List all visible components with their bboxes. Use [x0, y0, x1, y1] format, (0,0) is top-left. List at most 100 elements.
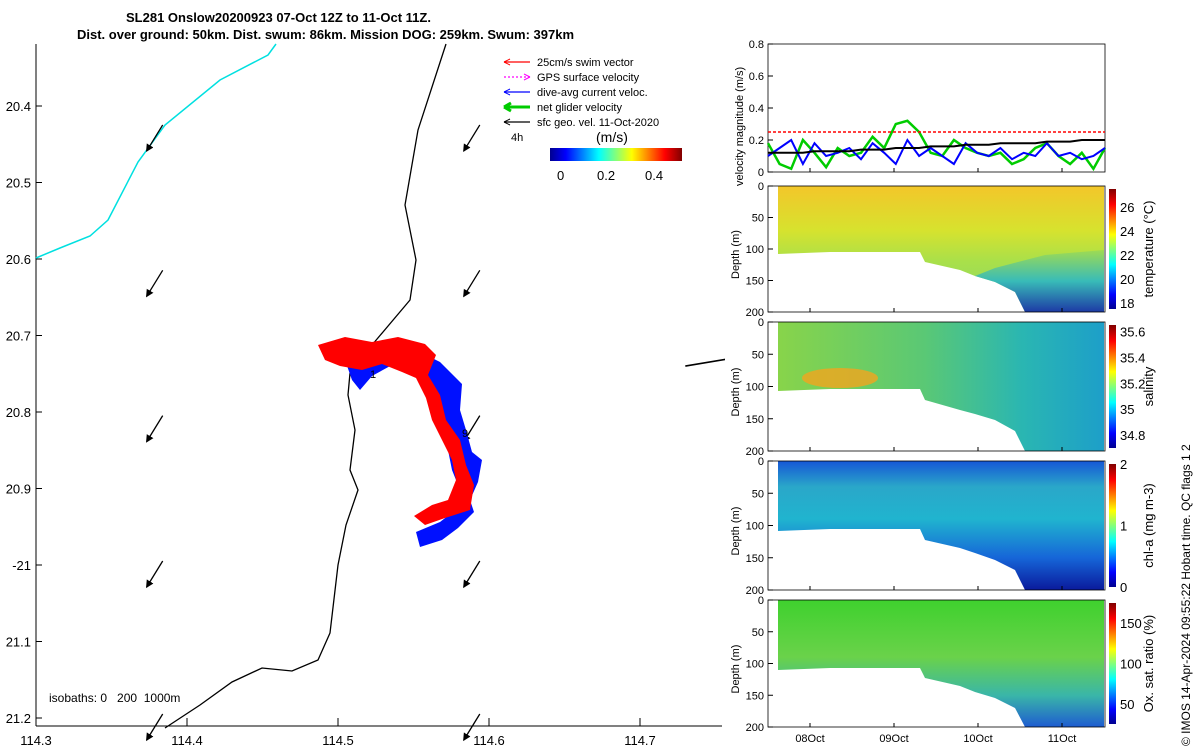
velocity-series-line: [768, 139, 1105, 154]
credit-strip: © IMOS 14-Apr-2024 09:55:22 Hobart time.…: [1179, 444, 1193, 746]
depth-axis-label: Depth (m): [730, 507, 742, 556]
velocity-ylabel: velocity magnitude (m/s): [734, 67, 746, 186]
velocity-y-tick-label: 0.6: [749, 71, 764, 83]
depth-tick-label: 150: [746, 276, 764, 288]
colorbar-variable-label: salinity: [1141, 366, 1156, 406]
depth-tick-label: 100: [746, 244, 764, 256]
map-y-tick-label: 21.1: [6, 635, 31, 650]
heatmap-colorbar: [1109, 189, 1116, 309]
svg-text:GPS surface velocity: GPS surface velocity: [537, 72, 640, 84]
map-y-tick-label: 20.6: [6, 252, 31, 267]
time-series-panels: 0 0.2 0.4 0.6 0.8 velocity magnitude (m/s) 0…: [730, 39, 1156, 745]
depth-tick-label: 150: [746, 414, 764, 426]
time-tick-label: 08Oct: [795, 733, 824, 745]
depth-tick-label: 50: [752, 349, 764, 361]
colorbar-tick-label: 150: [1120, 616, 1142, 631]
title-line-2: Dist. over ground: 50km. Dist. swum: 86k…: [77, 27, 575, 42]
colorbar-tick-label: 18: [1120, 296, 1134, 311]
day-marker-1: 1: [370, 369, 376, 381]
colorbar-tick-label: 35.4: [1120, 350, 1145, 365]
colorbar-tick-0: 0: [557, 168, 564, 183]
velocity-y-tick-label: 0.4: [749, 103, 764, 115]
colorbar-tick-label: 50: [1120, 697, 1134, 712]
temperature-panel: [778, 186, 1104, 312]
swim-vector-swath: [318, 337, 474, 525]
colorbar-tick-0.4: 0.4: [645, 168, 663, 183]
chlorophyll-panel: [778, 461, 1104, 590]
map-y-tick-label: 20.8: [6, 405, 31, 420]
geo-velocity-arrow: [463, 560, 481, 589]
depth-tick-label: 0: [758, 456, 764, 468]
colorbar-tick-label: 0: [1120, 580, 1127, 595]
map-y-tick-label: 20.7: [6, 329, 31, 344]
legend-item-net-velocity: net glider velocity: [503, 101, 622, 114]
svg-text:25cm/s swim vector: 25cm/s swim vector: [537, 57, 634, 69]
depth-tick-label: 50: [752, 488, 764, 500]
map-y-tick-label: -21: [12, 558, 31, 573]
geo-velocity-arrow: [463, 713, 481, 742]
colorbar-tick-label: 20: [1120, 272, 1134, 287]
salinity-panel: [778, 322, 1104, 451]
velocity-y-tick-label: 0.8: [749, 39, 764, 51]
colorbar-variable-label: chl-a (mg m-3): [1141, 483, 1156, 568]
velocity-y-tick-label: 0.2: [749, 135, 764, 147]
time-tick-label: 11Oct: [1048, 733, 1077, 745]
colorbar-tick-label: 34.8: [1120, 428, 1145, 443]
geo-velocity-arrow: [463, 269, 481, 298]
depth-tick-label: 0: [758, 317, 764, 329]
depth-tick-label: 200: [746, 585, 764, 597]
legend-item-swim-vector: 25cm/s swim vector: [503, 57, 634, 69]
legend-item-gps-velocity: GPS surface velocity: [504, 72, 640, 84]
colorbar-tick-label: 22: [1120, 248, 1134, 263]
legend-item-current-velocity: dive-avg current veloc.: [503, 87, 648, 99]
time-tick-label: 10Oct: [963, 733, 992, 745]
map-y-tick-label: 20.9: [6, 482, 31, 497]
velocity-y-tick-label: 0: [758, 167, 764, 179]
heatmap-colorbar: [1109, 603, 1116, 724]
time-tick-label: 09Oct: [879, 733, 908, 745]
map-y-tick-label: 21.2: [6, 711, 31, 726]
colorbar-tick-0.2: 0.2: [597, 168, 615, 183]
depth-tick-label: 100: [746, 521, 764, 533]
colorbar-tick-label: 26: [1120, 200, 1134, 215]
depth-axis-label: Depth (m): [730, 645, 742, 694]
colorbar-tick-label: 35.2: [1120, 376, 1145, 391]
depth-tick-label: 100: [746, 382, 764, 394]
colorbar-unit-label: (m/s): [596, 129, 628, 145]
colorbar-tick-label: 1: [1120, 519, 1127, 534]
colorbar-tick-label: 24: [1120, 224, 1134, 239]
legend-item-geo-velocity: sfc geo. vel. 11-Oct-2020: [503, 117, 659, 129]
oxygen-panel: [778, 600, 1104, 727]
map-y-ticks: 20.4 20.5 20.6 20.7 20.8 20.9 -21 21.1 21.2: [6, 99, 42, 726]
geo-velocity-arrow: [463, 124, 481, 153]
map-y-tick-label: 20.5: [6, 176, 31, 191]
map-x-tick-label: 114.5: [322, 733, 354, 748]
svg-text:dive-avg current veloc.: dive-avg current veloc.: [537, 87, 648, 99]
depth-axis-label: Depth (m): [730, 368, 742, 417]
glider-track: [685, 358, 725, 367]
title-line-1: SL281 Onslow20200923 07-Oct 12Z to 11-Oc…: [126, 10, 431, 25]
depth-tick-label: 150: [746, 553, 764, 565]
heatmap-colorbar: [1109, 325, 1116, 448]
isobath-line: [164, 43, 447, 729]
current-velocity-swath: [345, 348, 482, 547]
colorbar-tick-label: 35.6: [1120, 324, 1145, 339]
colorbar-variable-label: Ox. sat. ratio (%): [1141, 615, 1156, 713]
depth-tick-label: 150: [746, 690, 764, 702]
geo-velocity-arrow: [146, 560, 164, 589]
colorbar-tick-label: 35: [1120, 402, 1134, 417]
colorbar-tick-label: 2: [1120, 457, 1127, 472]
depth-tick-label: 0: [758, 181, 764, 193]
velocity-series-line: [767, 138, 1106, 167]
isobaths-label: isobaths: 0 200 1000m: [49, 691, 180, 705]
coastline: [35, 43, 277, 259]
map-legend: 25cm/s swim vector GPS surface velocity …: [503, 57, 682, 183]
speed-colorbar: [550, 148, 682, 161]
map-panel: 114.3114.4114.5114.6114.7114.8114.911511…: [6, 43, 725, 748]
colorbar-variable-label: temperature (°C): [1141, 201, 1156, 298]
map-axes-frame: [35, 44, 722, 727]
map-x-tick-label: 114.6: [473, 733, 505, 748]
depth-tick-label: 200: [746, 307, 764, 319]
map-x-tick-label: 114.7: [624, 733, 656, 748]
geo-velocity-arrow: [146, 415, 164, 443]
